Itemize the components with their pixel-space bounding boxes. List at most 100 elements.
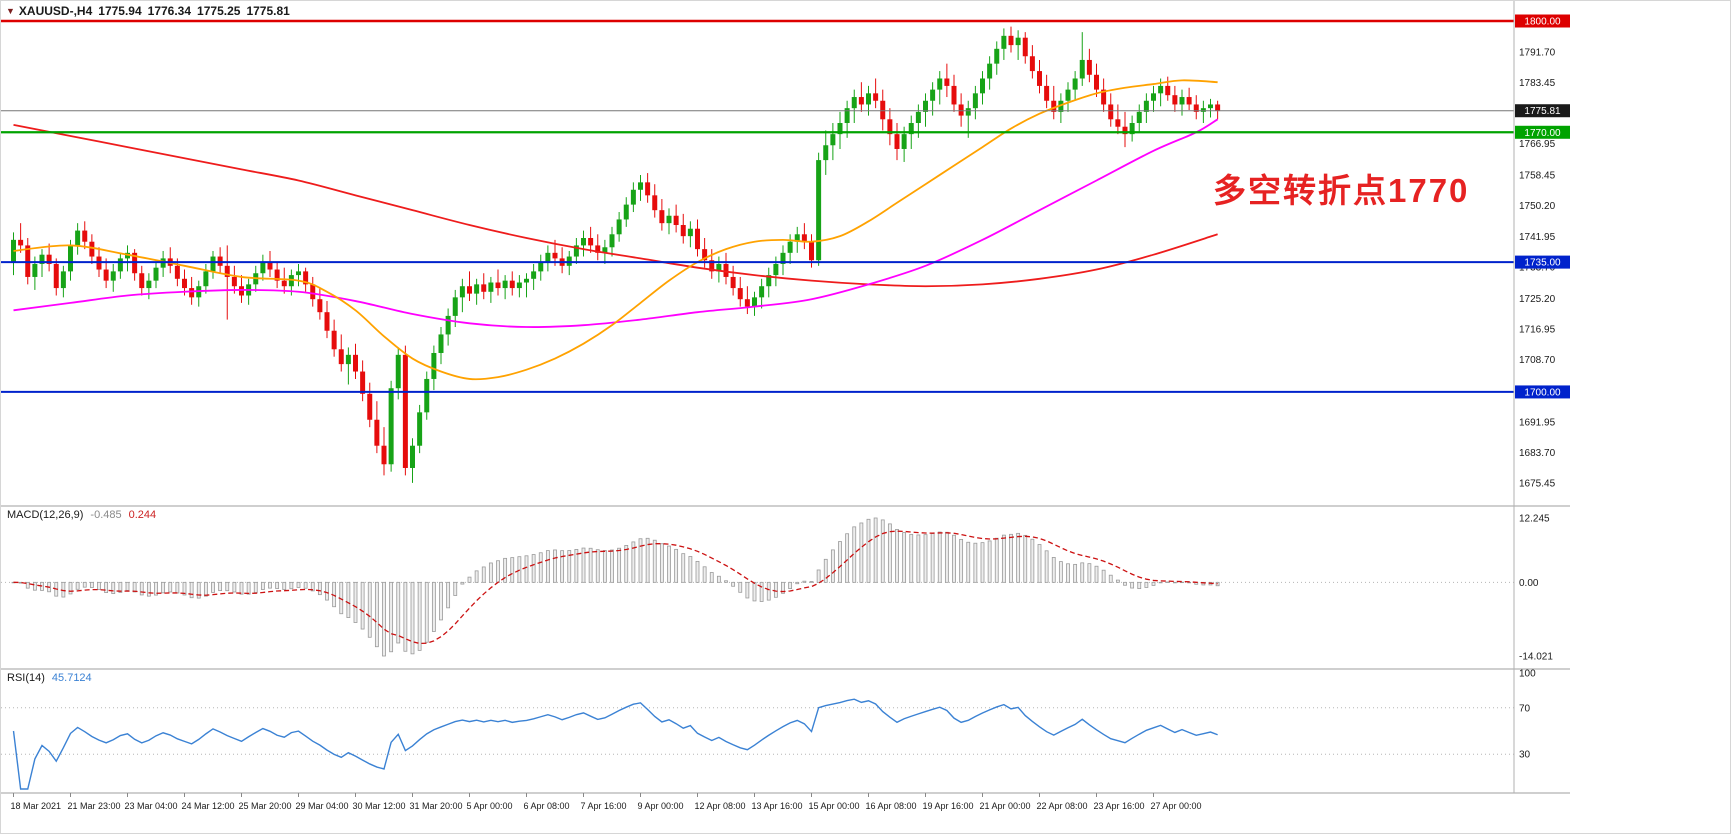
price-badge-text: 1770.00 bbox=[1524, 128, 1561, 139]
candle bbox=[68, 239, 73, 281]
candle-body bbox=[709, 260, 715, 272]
candle bbox=[944, 63, 950, 98]
price-badge-text: 1800.00 bbox=[1524, 17, 1561, 28]
price-tick-label: 1783.45 bbox=[1519, 78, 1556, 89]
macd-histogram-bar bbox=[1066, 563, 1070, 583]
candle bbox=[310, 276, 316, 307]
candle bbox=[381, 427, 387, 476]
candle bbox=[638, 174, 643, 201]
candle-body bbox=[687, 228, 693, 237]
candle-body bbox=[581, 237, 586, 246]
candle-body bbox=[645, 182, 651, 196]
price-tick-label: 1741.95 bbox=[1519, 232, 1556, 243]
macd-histogram-bar bbox=[952, 534, 956, 583]
candle-body bbox=[851, 97, 857, 109]
ma-slow-red bbox=[13, 123, 1218, 288]
candle bbox=[1079, 32, 1085, 86]
ohlc-open: 1775.94 bbox=[98, 4, 142, 18]
candle bbox=[880, 89, 886, 131]
candle-body bbox=[723, 263, 729, 277]
candle-body bbox=[18, 239, 24, 246]
candle bbox=[659, 199, 665, 231]
candle-body bbox=[1086, 59, 1092, 75]
macd-histogram-bar bbox=[524, 555, 529, 583]
time-axis-label: 24 Mar 12:00 bbox=[182, 801, 235, 811]
macd-histogram-bar bbox=[403, 581, 408, 652]
macd-histogram-bar bbox=[545, 550, 550, 583]
ma-fast-orange bbox=[13, 79, 1218, 381]
candle-body bbox=[75, 230, 81, 246]
candle-body bbox=[1037, 71, 1042, 86]
candle-body bbox=[630, 189, 636, 205]
candle bbox=[951, 74, 957, 112]
chart-annotation-text[interactable]: 多空转折点1770 bbox=[1213, 172, 1470, 209]
candle-body bbox=[759, 286, 765, 298]
candle bbox=[353, 343, 358, 379]
candle-body bbox=[780, 252, 786, 264]
macd-histogram-bar bbox=[1165, 581, 1170, 583]
candle bbox=[160, 250, 166, 277]
macd-histogram-bar bbox=[695, 560, 700, 583]
macd-histogram-bar bbox=[296, 581, 301, 588]
macd-histogram-bar bbox=[246, 581, 251, 595]
macd-histogram-bar bbox=[773, 581, 778, 598]
candle-body bbox=[901, 134, 907, 149]
candle bbox=[816, 152, 822, 266]
candle bbox=[752, 291, 757, 316]
candle bbox=[11, 232, 16, 276]
candle-body bbox=[794, 234, 800, 242]
macd-histogram-bar bbox=[1051, 557, 1056, 583]
candle-body bbox=[488, 282, 494, 292]
macd-histogram-bar bbox=[674, 548, 679, 583]
candle-body bbox=[752, 297, 757, 307]
macd-histogram-bar bbox=[89, 581, 94, 588]
candle-body bbox=[353, 354, 358, 372]
candle bbox=[1072, 71, 1078, 101]
candle bbox=[474, 278, 480, 305]
macd-histogram-bar bbox=[1037, 544, 1042, 583]
candle bbox=[773, 256, 779, 287]
candle-body bbox=[146, 280, 152, 289]
macd-histogram-bar bbox=[317, 581, 322, 596]
macd-axis-label: 12.245 bbox=[1519, 514, 1550, 525]
candle-body bbox=[1029, 56, 1035, 72]
candle bbox=[267, 250, 273, 277]
candle-body bbox=[1215, 104, 1221, 111]
macd-histogram-bar bbox=[902, 532, 907, 583]
macd-histogram-bar bbox=[795, 581, 800, 585]
time-axis-label: 25 Mar 20:00 bbox=[239, 801, 292, 811]
candle bbox=[980, 71, 985, 105]
candle-body bbox=[908, 123, 914, 135]
candle-body bbox=[331, 330, 337, 350]
macd-histogram-bar bbox=[1215, 581, 1220, 587]
candle-body bbox=[388, 388, 394, 465]
macd-histogram-bar bbox=[923, 534, 928, 583]
candle bbox=[210, 250, 216, 279]
macd-histogram-bar bbox=[781, 581, 785, 594]
macd-histogram-bar bbox=[189, 581, 194, 599]
candle bbox=[687, 221, 693, 248]
macd-histogram-bar bbox=[82, 581, 87, 588]
candle bbox=[645, 173, 651, 203]
macd-histogram-bar bbox=[1080, 562, 1085, 583]
macd-histogram-bar bbox=[845, 533, 850, 583]
candle bbox=[438, 327, 444, 365]
candle-body bbox=[965, 108, 971, 116]
candle-body bbox=[1001, 35, 1007, 49]
candle-body bbox=[274, 269, 280, 281]
candle bbox=[923, 93, 928, 127]
candle bbox=[488, 276, 494, 303]
macd-histogram-bar bbox=[168, 581, 173, 593]
candle bbox=[987, 56, 993, 90]
price-badge-text: 1775.81 bbox=[1524, 106, 1561, 117]
macd-histogram-bar bbox=[645, 537, 650, 583]
candle bbox=[167, 247, 173, 274]
candle bbox=[260, 254, 266, 281]
candle bbox=[1208, 98, 1213, 118]
macd-histogram-bar bbox=[1137, 581, 1142, 590]
macd-histogram-bar bbox=[788, 581, 793, 589]
candle bbox=[830, 123, 836, 161]
price-badge-1800.00 bbox=[1515, 14, 1570, 28]
macd-histogram-bar bbox=[944, 531, 949, 583]
